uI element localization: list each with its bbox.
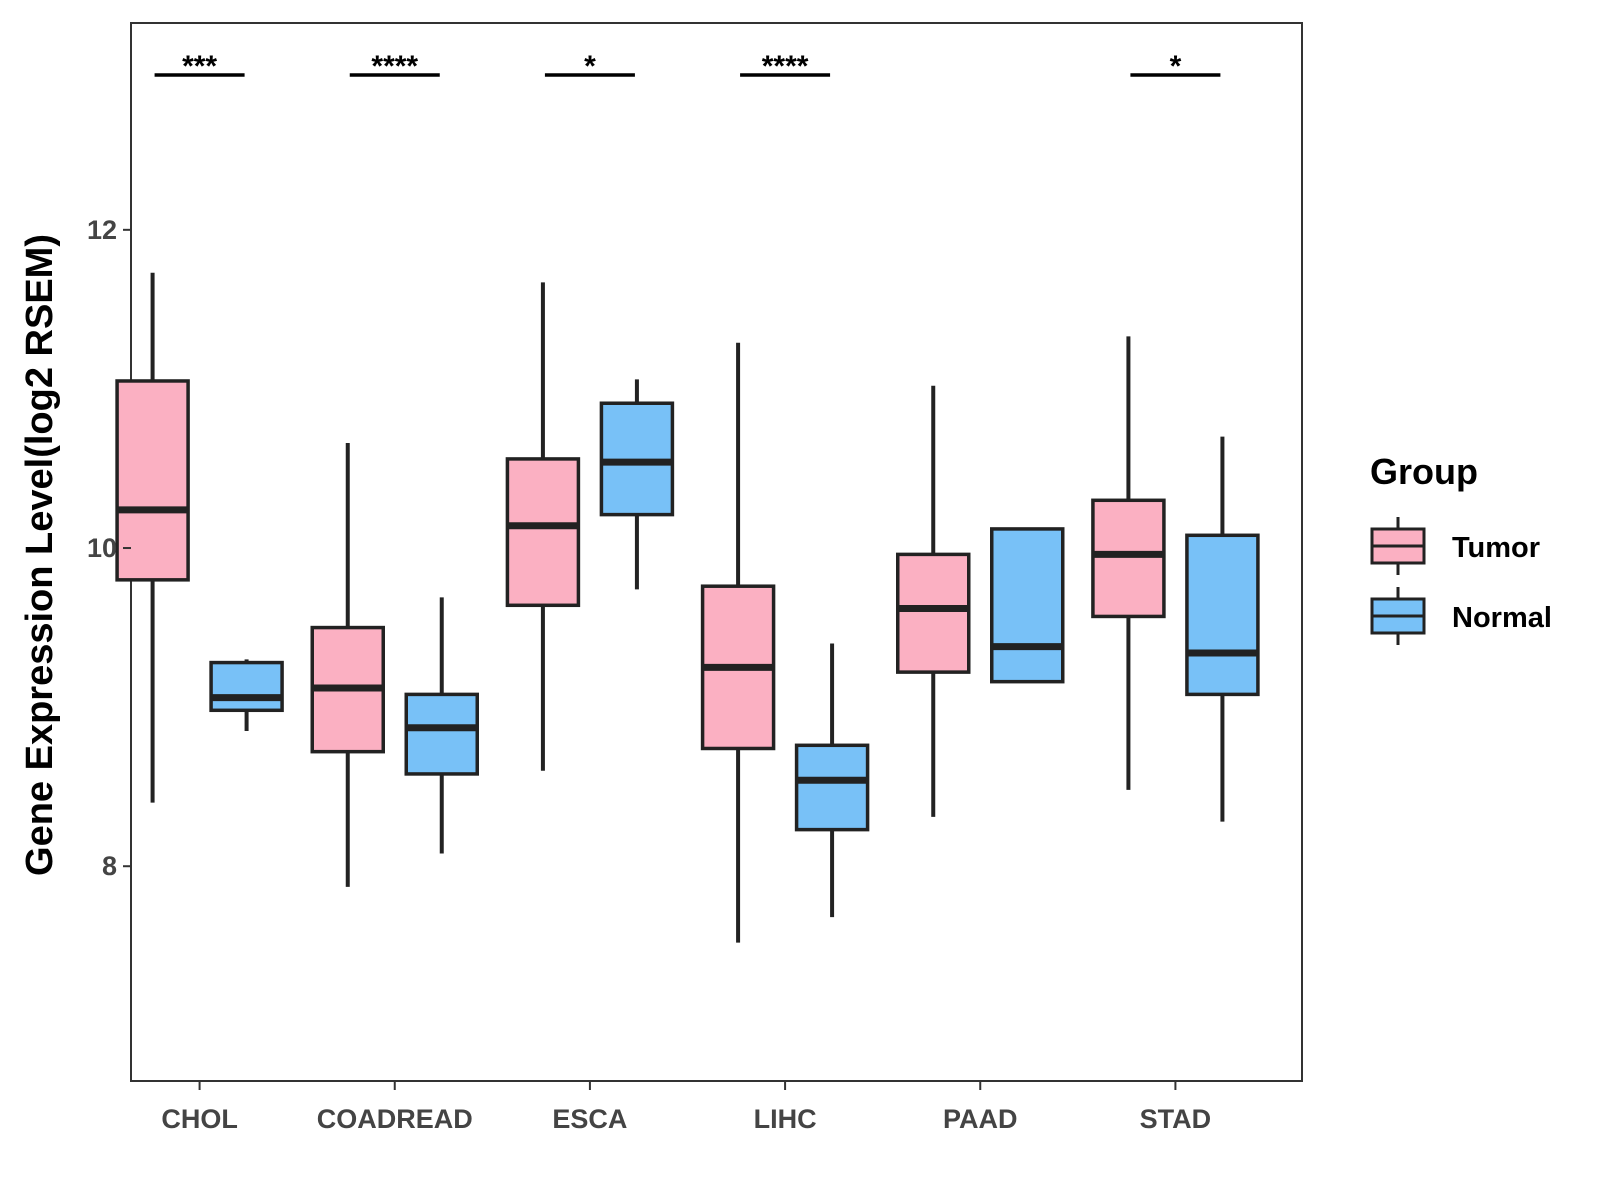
- box-iqr: [505, 457, 581, 608]
- significance-coadread: ****: [349, 50, 440, 83]
- box-iqr: [794, 743, 870, 832]
- box-iqr: [115, 379, 190, 582]
- significance-stad: *: [1130, 50, 1221, 83]
- legend-label: Tumor: [1452, 532, 1540, 564]
- box-iqr: [1091, 498, 1166, 619]
- x-axis: CHOL COADREAD ESCA LIHC PAAD STAD: [161, 1081, 1211, 1134]
- significance-label: *: [1170, 50, 1182, 83]
- legend-label: Normal: [1452, 602, 1552, 634]
- x-tick-label: PAAD: [943, 1104, 1018, 1134]
- box-tumor-coadread: [310, 443, 385, 887]
- x-tick-label: COADREAD: [317, 1104, 473, 1134]
- box-tumor-paad: [896, 385, 971, 817]
- box-normal-lihc: [794, 643, 870, 918]
- box-tumor-stad: [1091, 336, 1166, 790]
- legend: Group Tumor Normal: [1370, 451, 1552, 645]
- x-tick-label: LIHC: [754, 1104, 817, 1134]
- box-tumor-chol: [115, 272, 190, 803]
- significance-label: ***: [182, 50, 217, 83]
- legend-item-normal: Normal: [1370, 587, 1552, 645]
- box-iqr: [896, 552, 971, 674]
- box-iqr: [990, 527, 1065, 684]
- significance-label: ****: [371, 50, 418, 83]
- box-tumor-lihc: [700, 342, 776, 943]
- legend-item-tumor: Tumor: [1370, 517, 1540, 575]
- box-normal-esca: [599, 379, 675, 590]
- significance-esca: *: [544, 50, 635, 83]
- y-tick-label: 10: [87, 533, 117, 563]
- significance-label: ****: [762, 50, 809, 83]
- y-tick-label: 8: [102, 851, 117, 881]
- significance-chol: ***: [154, 50, 245, 83]
- y-tick-label: 12: [87, 215, 117, 245]
- box-normal-stad: [1185, 436, 1260, 822]
- box-iqr: [404, 692, 479, 776]
- significance-label: *: [584, 50, 596, 83]
- significance-lihc: ****: [740, 50, 831, 83]
- x-tick-label: STAD: [1140, 1104, 1212, 1134]
- box-tumor-esca: [505, 282, 581, 771]
- legend-title: Group: [1370, 451, 1478, 492]
- x-tick-label: ESCA: [552, 1104, 627, 1134]
- box-iqr: [209, 660, 284, 713]
- plot-area: *** **** * **** *: [115, 22, 1303, 1082]
- box-normal-chol: [209, 659, 284, 731]
- box-iqr: [1185, 533, 1260, 697]
- box-normal-coadread: [404, 597, 479, 854]
- box-normal-paad: [990, 527, 1065, 684]
- x-tick-label: CHOL: [161, 1104, 238, 1134]
- y-axis-title: Gene Expression Level(log2 RSEM): [19, 234, 61, 876]
- y-axis: 8 10 12: [87, 215, 131, 881]
